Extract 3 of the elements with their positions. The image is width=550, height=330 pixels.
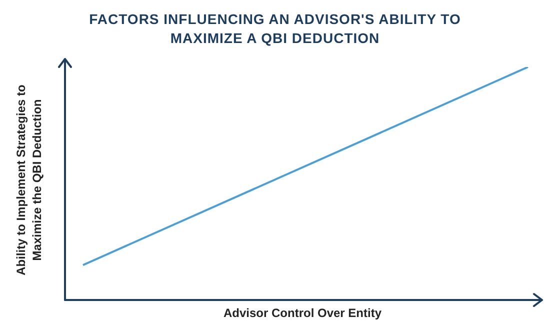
chart-title: FACTORS INFLUENCING AN ADVISOR'S ABILITY TO MAXIMIZE A QBI DEDUCTION bbox=[88, 10, 462, 48]
x-axis-title: Advisor Control Over Entity bbox=[222, 306, 383, 320]
y-axis-title: Ability to Implement Strategies to Maximize the QBI Deduction bbox=[14, 84, 44, 276]
